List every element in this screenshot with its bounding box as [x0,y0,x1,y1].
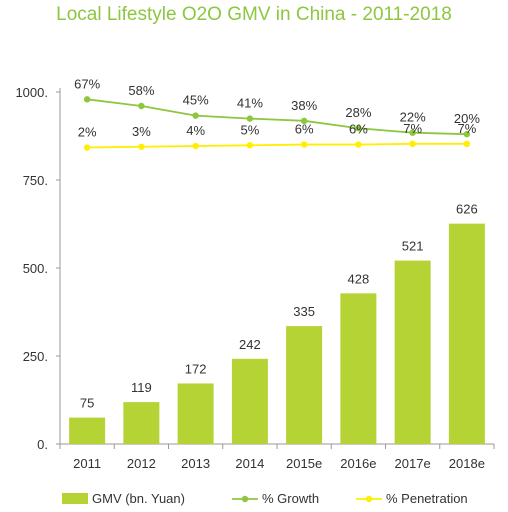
growth-label: 22% [400,110,426,125]
growth-point [246,115,254,122]
legend-label-growth: % Growth [262,491,319,506]
growth-label: 38% [291,98,317,113]
bar [394,260,431,444]
growth-point [355,125,362,132]
x-tick-label: 2015e [286,456,322,471]
penetration-label: 3% [132,124,151,139]
axes: 0. 250. 500. 750. 1000. 2011 2012 2013 2014 2015e… [15,85,495,471]
bars: 75 119 172 242 335 428 521 626 [69,202,485,444]
growth-label: 20% [454,111,480,126]
growth-label: 58% [128,83,154,98]
growth-point [409,129,416,136]
legend-marker-penetration [365,495,373,503]
penetration-point [355,141,362,148]
bar [286,326,323,444]
penetration-point [246,142,254,149]
chart-title: Local Lifestyle O2O GMV in China - 2011-… [56,4,452,25]
bar [123,402,160,444]
bar-value-label: 119 [131,380,152,395]
penetration-point [463,140,471,148]
bar-value-label: 242 [239,337,261,352]
legend-swatch-gmv [62,493,88,504]
penetration-point [138,143,145,150]
growth-point [83,96,91,103]
growth-point [192,112,199,119]
penetration-label: 4% [186,123,205,138]
x-tick-label: 2016e [340,456,376,471]
x-tick-label: 2011 [73,456,101,471]
bar-value-label: 335 [293,304,315,319]
bar-value-label: 428 [348,271,370,286]
x-tick-label: 2014 [235,456,264,471]
penetration-label: 6% [295,122,314,137]
growth-line [87,98,467,136]
x-tick-label: 2018e [449,456,485,471]
penetration-line [87,142,467,149]
legend: GMV (bn. Yuan) % Growth % Penetration [62,491,468,506]
bar [448,223,485,444]
growth-label: 45% [183,93,209,108]
penetration-label: 6% [349,122,368,137]
legend-label-gmv: GMV (bn. Yuan) [92,491,185,506]
growth-label: 41% [237,96,263,111]
growth-label: 67% [74,76,100,91]
bar [177,383,214,444]
penetration-label: 5% [240,122,259,137]
y-tick-label: 750. [23,173,48,188]
growth-point [300,117,308,125]
bar-value-label: 75 [80,396,94,411]
bar [231,358,268,444]
x-tick-label: 2017e [395,456,431,471]
bar [69,417,106,444]
growth-point [138,102,145,110]
x-tick-label: 2013 [181,456,210,471]
penetration-point [192,142,199,150]
x-tick-label: 2012 [127,456,156,471]
lines: 67% 58% 45% 41% 38% 28% 22% 20% 2% 3% 4% 5% 6% 6% 7% 7% [74,76,480,151]
penetration-label: 7% [457,121,476,136]
y-tick-label: 1000. [15,85,48,100]
growth-point [463,130,471,138]
growth-label: 28% [345,105,371,120]
bar-value-label: 172 [185,361,207,376]
penetration-label: 2% [78,125,97,140]
penetration-point [300,141,308,148]
penetration-label: 7% [403,121,422,136]
bar-value-label: 626 [456,202,478,217]
y-tick-label: 0. [37,437,48,452]
legend-marker-growth [241,495,249,503]
bar-value-label: 521 [402,239,424,254]
penetration-point [83,144,91,151]
y-tick-label: 250. [23,349,48,364]
penetration-point [409,140,416,148]
y-tick-label: 500. [23,261,48,276]
bar [340,293,377,444]
legend-label-penetration: % Penetration [386,491,468,506]
